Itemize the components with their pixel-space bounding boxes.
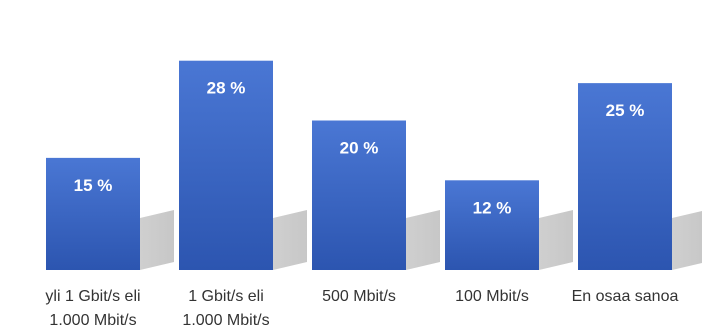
category-label-line: yli 1 Gbit/s eli xyxy=(45,288,140,305)
data-label: 20 % xyxy=(340,139,379,158)
category-label: 500 Mbit/s xyxy=(322,288,396,305)
data-label: 15 % xyxy=(74,176,113,195)
bar xyxy=(179,60,273,271)
bar xyxy=(445,180,539,270)
bar xyxy=(578,83,672,270)
bar xyxy=(46,157,140,270)
category-label-line: 1 Gbit/s eli xyxy=(188,288,264,305)
category-label-line: 100 Mbit/s xyxy=(455,288,529,305)
category-label-line: En osaa sanoa xyxy=(572,288,679,305)
category-label: En osaa sanoa xyxy=(572,288,679,305)
data-label: 25 % xyxy=(606,101,645,120)
data-labels-group: 15 % 28 % 20 % 12 % 25 % xyxy=(74,79,645,218)
category-label: 1 Gbit/s eli 1.000 Mbit/s xyxy=(182,288,269,329)
bar xyxy=(312,120,406,270)
category-label-line: 1.000 Mbit/s xyxy=(49,312,136,329)
data-label: 12 % xyxy=(473,198,512,217)
bars-group xyxy=(46,60,672,271)
category-labels-group: yli 1 Gbit/s eli 1.000 Mbit/s1 Gbit/s eli… xyxy=(45,288,678,329)
category-label: 100 Mbit/s xyxy=(455,288,529,305)
data-label: 28 % xyxy=(207,79,246,98)
category-label-line: 500 Mbit/s xyxy=(322,288,396,305)
category-label: yli 1 Gbit/s eli 1.000 Mbit/s xyxy=(45,288,140,329)
category-label-line: 1.000 Mbit/s xyxy=(182,312,269,329)
